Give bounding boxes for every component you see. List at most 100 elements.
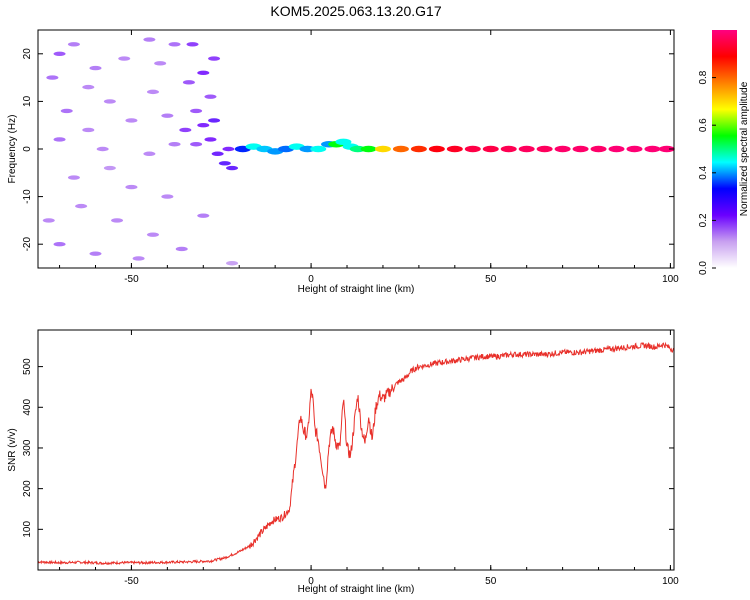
spectrogram-cell — [111, 218, 124, 223]
spectrogram-cell — [554, 145, 571, 153]
spectrogram-cell — [590, 145, 607, 153]
spectrogram-ytick-label: -20 — [22, 237, 33, 252]
spectrogram-cell — [82, 127, 95, 133]
spectrogram-cell — [53, 137, 66, 142]
spectrogram-ytick-label: -10 — [22, 189, 33, 204]
spectrogram-cell — [374, 145, 391, 153]
colorbar-tick-label: 0.8 — [698, 70, 709, 84]
spectrogram-cell — [186, 42, 199, 47]
colorbar-tick-label: 0.6 — [698, 118, 709, 132]
spectrogram-cell — [658, 145, 675, 153]
spectrogram-cell — [125, 184, 138, 190]
snr-ytick-label: 400 — [22, 399, 33, 416]
spectrogram-cell — [118, 56, 131, 61]
spectrogram-cell — [204, 94, 217, 99]
spectrogram-ytick-label: 0 — [22, 146, 33, 152]
spectrogram-cell — [103, 165, 116, 171]
spectrogram-cell — [190, 142, 203, 147]
spectrogram-cell — [132, 256, 145, 261]
spectrogram-panel: -50 0 50 100 -20 -10 0 10 20 Height of straight … — [7, 29, 679, 295]
spectrogram-cell — [182, 80, 195, 85]
spectrogram-cell — [226, 261, 239, 266]
spectrogram-cell — [125, 118, 138, 123]
spectrogram-ticks: -50 0 50 100 -20 -10 0 10 20 — [22, 30, 679, 285]
spectrogram-cell — [154, 61, 167, 66]
snr-ticks: -50 0 50 100 100 200 300 400 500 — [22, 330, 679, 587]
spectrogram-cell — [143, 151, 156, 156]
colorbar-tick-label: 0.2 — [698, 213, 709, 227]
spectrogram-cell — [143, 37, 156, 42]
spectrogram-cell — [53, 51, 66, 56]
spectrogram-cell — [175, 246, 188, 252]
spectrogram-cell — [226, 165, 239, 171]
colorbar-tick-label: 0.0 — [698, 261, 709, 275]
spectrogram-cell — [464, 145, 481, 153]
spectrogram-cell — [60, 108, 73, 114]
spectrogram-cell — [222, 146, 235, 152]
snr-ylabel: SNR (v/v) — [7, 428, 18, 471]
spectrogram-xlabel: Height of straight line (km) — [298, 284, 415, 295]
spectrogram-cell — [46, 75, 59, 80]
spectrogram-cell — [67, 175, 80, 180]
snr-frame — [37, 329, 675, 571]
spectrogram-cell — [608, 145, 625, 153]
spectrogram-xtick-label: 50 — [485, 274, 497, 285]
snr-series-line — [37, 341, 675, 566]
spectrogram-cell — [42, 218, 55, 223]
spectrogram-cell — [211, 151, 224, 156]
spectrogram-cell — [168, 142, 181, 147]
spectrogram-cell — [335, 138, 352, 146]
spectrogram-cell — [197, 70, 210, 76]
spectrogram-cell — [89, 251, 102, 256]
snr-ytick-label: 200 — [22, 480, 33, 497]
snr-xtick-label: 100 — [662, 576, 679, 587]
colorbar-gradient — [712, 30, 737, 268]
snr-ytick-label: 500 — [22, 358, 33, 375]
spectrogram-cell — [67, 42, 80, 47]
spectrogram-cell — [96, 146, 109, 152]
spectrogram-xtick-label: 0 — [308, 274, 314, 285]
spectrogram-cell — [103, 99, 116, 104]
spectrogram-cell — [208, 56, 221, 61]
spectrogram-cell — [218, 161, 231, 166]
spectrogram-cells — [42, 37, 675, 266]
spectrogram-ylabel: Frequency (Hz) — [7, 115, 18, 184]
spectrogram-ytick-label: 20 — [22, 48, 33, 60]
spectrogram-cell — [161, 113, 174, 118]
spectrogram-cell — [208, 118, 221, 123]
spectrogram-cell — [428, 145, 445, 153]
spectrogram-cell — [53, 242, 66, 247]
spectrogram-cell — [572, 145, 589, 153]
spectrogram-cell — [392, 145, 409, 153]
spectrogram-cell — [204, 137, 217, 142]
colorbar-ticks: 0.0 0.2 0.4 0.6 0.8 — [698, 70, 716, 275]
snr-ytick-label: 300 — [22, 439, 33, 456]
spectrogram-cell — [482, 145, 499, 153]
spectrogram-cell — [626, 145, 643, 153]
spectrogram-xtick-label: 100 — [662, 274, 679, 285]
spectrogram-cell — [190, 108, 203, 114]
spectrogram-cell — [310, 145, 327, 153]
colorbar-label: Normalized spectral amplitude — [739, 81, 750, 216]
spectrogram-cell — [161, 194, 174, 199]
spectrogram-cell — [410, 145, 427, 153]
spectrogram-xtick-label: -50 — [124, 274, 139, 285]
colorbar-tick-label: 0.4 — [698, 165, 709, 179]
figure-title: KOM5.2025.063.13.20.G17 — [270, 3, 441, 19]
spectrogram-cell — [197, 213, 210, 218]
spectrogram-cell — [500, 145, 517, 153]
spectrogram-cell — [179, 127, 192, 133]
spectrogram-cell — [146, 89, 159, 95]
snr-xtick-label: 0 — [308, 576, 314, 587]
spectrogram-cell — [197, 123, 210, 128]
snr-xtick-label: -50 — [124, 576, 139, 587]
spectrogram-cell — [360, 145, 377, 153]
snr-xlabel: Height of straight line (km) — [298, 584, 415, 595]
snr-panel: -50 0 50 100 100 200 300 400 500 Height of strai… — [7, 329, 679, 595]
spectrogram-cell — [644, 145, 661, 153]
colorbar: 0.0 0.2 0.4 0.6 0.8 Normalized spectral ampl… — [698, 30, 750, 275]
spectrogram-cell — [82, 84, 95, 90]
snr-xtick-label: 50 — [485, 576, 497, 587]
spectrogram-cell — [536, 145, 553, 153]
